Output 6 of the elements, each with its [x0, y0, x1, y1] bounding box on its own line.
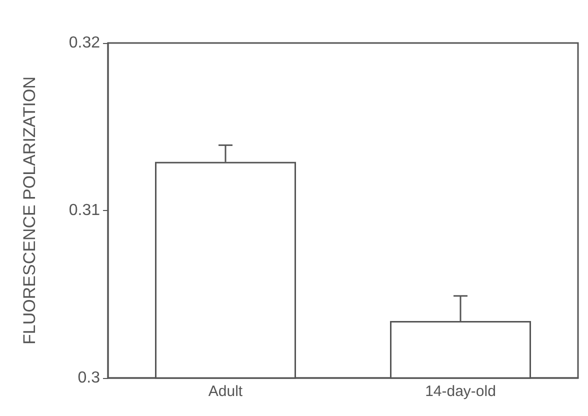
y-tick-label: 0.31	[68, 202, 100, 219]
x-tick-label: Adult	[208, 383, 244, 400]
x-tick-label: 14-day-old	[425, 383, 496, 400]
y-axis-title: FLUORESCENCE POLARIZATION	[20, 76, 39, 344]
y-tick-label: 0.32	[68, 34, 100, 52]
y-tick-label: 0.3	[78, 370, 100, 386]
